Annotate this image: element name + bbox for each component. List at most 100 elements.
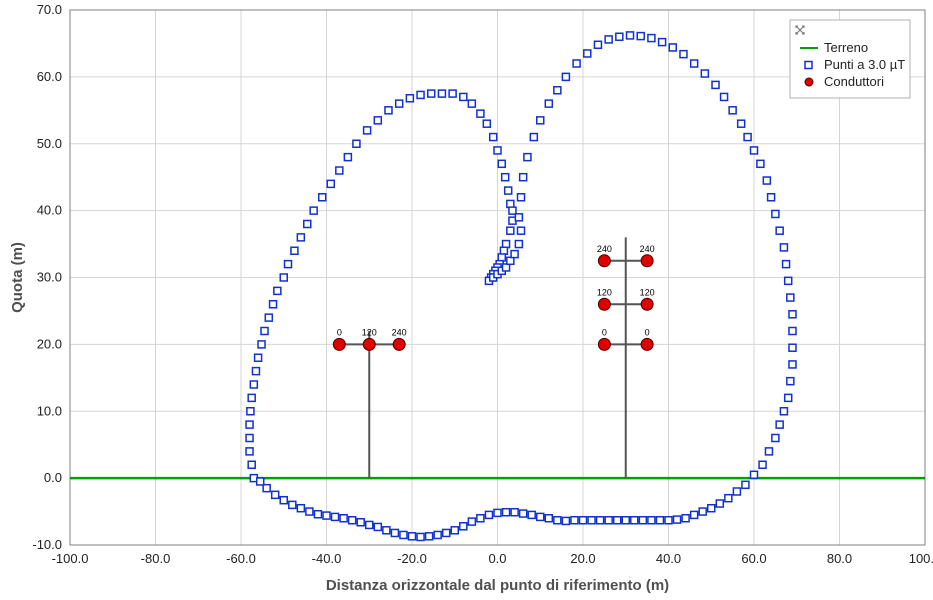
punto-marker — [451, 527, 458, 534]
punto-marker — [571, 517, 578, 524]
punto-marker — [374, 523, 381, 530]
punto-marker — [247, 408, 254, 415]
punto-marker — [708, 505, 715, 512]
punto-marker — [789, 344, 796, 351]
punto-marker — [554, 87, 561, 94]
punto-marker — [280, 497, 287, 504]
punto-marker — [291, 247, 298, 254]
punto-marker — [498, 160, 505, 167]
punto-marker — [336, 167, 343, 174]
punto-marker — [428, 90, 435, 97]
conduttore-label: 120 — [597, 287, 612, 297]
punto-marker — [680, 51, 687, 58]
conduttore-label: 240 — [597, 244, 612, 254]
punto-marker — [502, 174, 509, 181]
punto-marker — [477, 110, 484, 117]
chart-container: -100.0-80.0-60.0-40.0-20.00.020.040.060.… — [0, 0, 933, 600]
punto-marker — [468, 100, 475, 107]
punto-marker — [391, 529, 398, 536]
punto-marker — [768, 194, 775, 201]
punto-marker — [783, 261, 790, 268]
punto-marker — [297, 234, 304, 241]
punto-marker — [785, 277, 792, 284]
y-tick-label: 10.0 — [37, 403, 62, 418]
punto-marker — [772, 435, 779, 442]
punto-marker — [537, 513, 544, 520]
punto-marker — [507, 227, 514, 234]
punto-marker — [733, 488, 740, 495]
punto-marker — [763, 177, 770, 184]
punto-marker — [374, 117, 381, 124]
conduttore-label: 0 — [337, 327, 342, 337]
x-tick-label: 60.0 — [741, 551, 766, 566]
punto-marker — [438, 90, 445, 97]
punto-marker — [691, 60, 698, 67]
legend-label: Conduttori — [824, 74, 884, 89]
x-tick-label: -60.0 — [226, 551, 256, 566]
punto-marker — [674, 516, 681, 523]
y-tick-label: -10.0 — [32, 537, 62, 552]
punto-marker — [614, 517, 621, 524]
punto-marker — [518, 194, 525, 201]
y-tick-label: 50.0 — [37, 136, 62, 151]
conduttore-marker — [641, 255, 653, 267]
punto-marker — [787, 378, 794, 385]
punto-marker — [319, 194, 326, 201]
punto-marker — [460, 93, 467, 100]
punto-marker — [721, 93, 728, 100]
punto-marker — [449, 90, 456, 97]
x-tick-label: -20.0 — [397, 551, 427, 566]
punto-marker — [357, 519, 364, 526]
punto-marker — [524, 154, 531, 161]
punto-marker — [396, 100, 403, 107]
punto-marker — [738, 120, 745, 127]
punto-marker — [562, 517, 569, 524]
punto-marker — [584, 50, 591, 57]
punto-marker — [306, 508, 313, 515]
punto-marker — [637, 33, 644, 40]
y-tick-label: 40.0 — [37, 203, 62, 218]
punto-marker — [669, 44, 676, 51]
punto-marker — [434, 531, 441, 538]
punto-marker — [729, 107, 736, 114]
punto-marker — [443, 529, 450, 536]
punto-marker — [789, 311, 796, 318]
conduttore-label: 0 — [645, 327, 650, 337]
punto-marker — [520, 174, 527, 181]
chart-svg: -100.0-80.0-60.0-40.0-20.00.020.040.060.… — [0, 0, 933, 600]
punto-marker — [545, 515, 552, 522]
punto-marker — [261, 328, 268, 335]
punto-marker — [682, 515, 689, 522]
punto-marker — [385, 107, 392, 114]
legend-swatch-circle — [805, 78, 813, 86]
punto-marker — [605, 517, 612, 524]
conduttore-marker — [333, 338, 345, 350]
punto-marker — [772, 210, 779, 217]
punto-marker — [494, 147, 501, 154]
punto-marker — [789, 361, 796, 368]
punto-marker — [314, 511, 321, 518]
punto-marker — [460, 523, 467, 530]
conduttore-marker — [393, 338, 405, 350]
legend-swatch-square — [805, 62, 812, 69]
punto-marker — [409, 533, 416, 540]
y-tick-label: 60.0 — [37, 69, 62, 84]
x-tick-label: -100.0 — [52, 551, 89, 566]
punto-marker — [383, 527, 390, 534]
punto-marker — [494, 509, 501, 516]
punto-marker — [490, 134, 497, 141]
conduttore-marker — [641, 298, 653, 310]
conduttore-marker — [363, 338, 375, 350]
x-tick-label: 40.0 — [656, 551, 681, 566]
punto-marker — [776, 421, 783, 428]
punto-marker — [562, 73, 569, 80]
punto-marker — [417, 533, 424, 540]
punto-marker — [246, 435, 253, 442]
punto-marker — [580, 517, 587, 524]
punto-marker — [742, 481, 749, 488]
punto-marker — [530, 134, 537, 141]
punto-marker — [751, 147, 758, 154]
conduttore-marker — [598, 255, 610, 267]
conduttore-label: 120 — [362, 327, 377, 337]
punto-marker — [537, 117, 544, 124]
